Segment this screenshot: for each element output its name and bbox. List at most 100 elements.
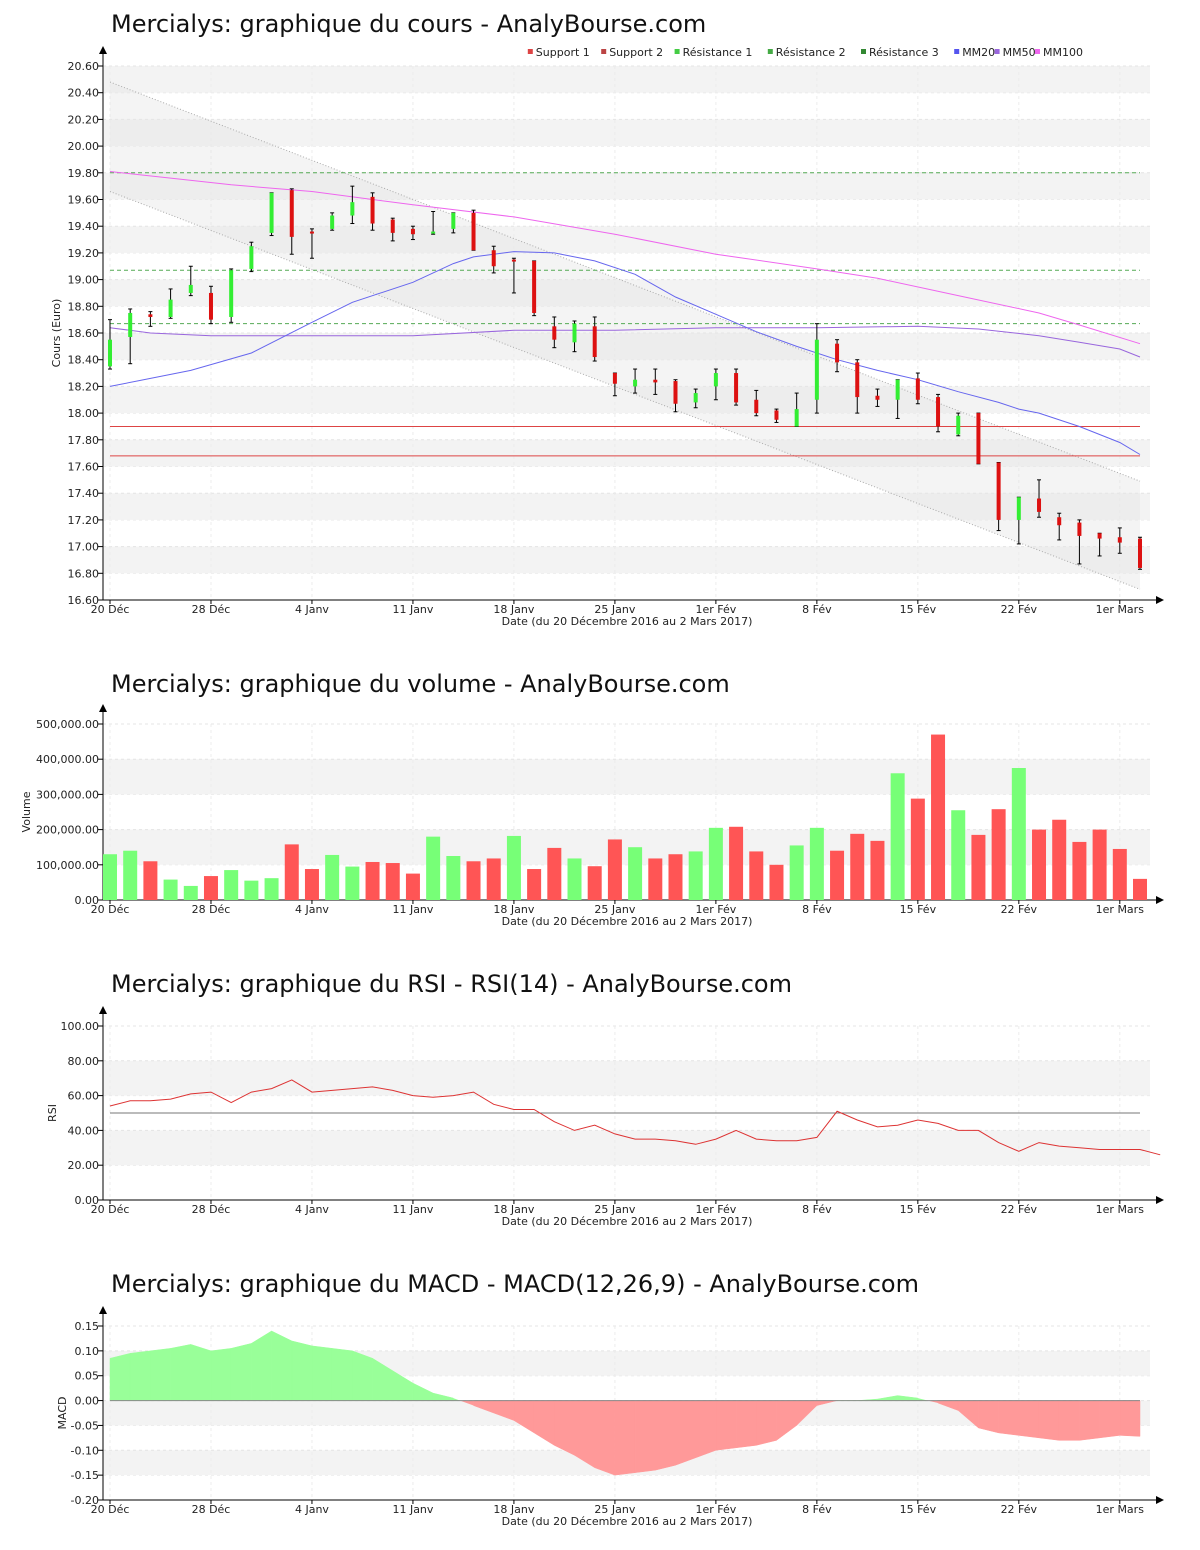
volume-bar: [103, 854, 117, 900]
x-tick-label: 11 Janv: [392, 1503, 433, 1516]
macd-area-segment: [978, 1400, 999, 1434]
x-tick-label: 8 Fév: [802, 903, 832, 916]
x-tick-label: 25 Janv: [594, 903, 635, 916]
volume-chart: 0.00 100,000.00 200,000.00 300,000.00 400,00…: [20, 704, 1164, 928]
volume-bar: [910, 798, 925, 900]
legend-label: Résistance 3: [869, 46, 939, 59]
x-tick-label: 20 Déc: [91, 1203, 130, 1216]
candle-body: [794, 409, 799, 427]
volume-bar: [1112, 848, 1127, 900]
y-tick-label: 400,000.00: [36, 753, 99, 766]
band: [103, 333, 1150, 360]
candle-body: [956, 415, 961, 435]
legend: MM100 MM50 MM20 Résistance 3 Résistance 2 Rés…: [527, 46, 1083, 59]
trend-channel: [110, 82, 1140, 590]
volume-bar: [123, 850, 138, 900]
x-tick-label: 1er Fév: [695, 1203, 736, 1216]
channel-upper-line: [109, 81, 1141, 482]
candle-body: [532, 260, 537, 313]
volume-bar: [264, 878, 279, 900]
rsi-chart-title: Mercialys: graphique du RSI - RSI(14) - …: [111, 970, 792, 998]
volume-bar: [850, 833, 865, 900]
candle-body: [633, 379, 638, 387]
y-tick-label: 80.00: [68, 1055, 100, 1068]
channel-lower-line: [109, 191, 1141, 590]
x-axis-label: Date (du 20 Décembre 2016 au 2 Mars 2017…: [502, 1515, 753, 1528]
volume-bar: [547, 847, 562, 900]
x-tick-label: 25 Janv: [594, 1503, 635, 1516]
candle-body: [713, 373, 718, 387]
x-tick-label: 11 Janv: [392, 903, 433, 916]
candle-body: [774, 410, 779, 420]
volume-bar: [183, 885, 198, 900]
volume-bar: [587, 866, 602, 900]
x-tick-label: 8 Fév: [802, 1203, 832, 1216]
candle-body: [229, 270, 234, 317]
x-tick-label: 15 Fév: [900, 903, 937, 916]
macd-area-segment: [432, 1392, 454, 1401]
volume-bar: [486, 858, 501, 900]
candle-body: [1097, 533, 1102, 539]
volume-chart-title: Mercialys: graphique du volume - AnalyBo…: [111, 670, 730, 698]
volume-bar: [567, 858, 582, 900]
volume-bar: [446, 856, 461, 900]
x-tick-label: 1er Mars: [1096, 603, 1145, 616]
x-tick-label: 1er Fév: [695, 603, 736, 616]
candle-body: [895, 379, 900, 400]
candle-body: [471, 212, 476, 251]
candle-body: [330, 215, 335, 229]
candle-body: [350, 202, 355, 216]
macd-area-segment: [533, 1400, 555, 1446]
volume-bar: [708, 827, 723, 900]
x-tick-label: 4 Janv: [295, 1503, 329, 1516]
x-tick-label: 4 Janv: [295, 603, 329, 616]
volume-bar: [365, 861, 380, 900]
candle-body: [1117, 537, 1122, 543]
candle-body: [431, 231, 436, 234]
macd-area-segment: [311, 1345, 333, 1401]
volume-bar: [506, 835, 521, 900]
x-tick-label: 20 Déc: [91, 903, 130, 916]
volume-bar: [729, 826, 744, 900]
volume-bar: [163, 879, 178, 900]
volume-bar: [1032, 829, 1047, 900]
macd-chart: -0.20 -0.15 -0.10 -0.05 0.00 0.05 0.10 0.15 20 D…: [56, 1306, 1164, 1528]
x-tick-label: 18 Janv: [493, 603, 534, 616]
volume-bar: [466, 861, 481, 900]
y-tick-label: 18.20: [68, 380, 100, 393]
x-axis-label: Date (du 20 Décembre 2016 au 2 Mars 2017…: [502, 1215, 753, 1228]
legend-swatch: [994, 49, 1000, 54]
macd-area-segment: [897, 1395, 919, 1401]
macd-area-segment: [634, 1400, 656, 1473]
y-tick-label: 19.80: [68, 167, 100, 180]
candle-body: [1037, 498, 1042, 512]
y-tick-label: 40.00: [68, 1124, 100, 1137]
volume-bar: [769, 864, 784, 900]
band: [103, 493, 1150, 520]
x-tick-label: 18 Janv: [493, 903, 534, 916]
candle-body: [612, 373, 617, 384]
y-tick-label: 19.20: [68, 247, 100, 260]
legend-swatch: [861, 49, 866, 54]
x-tick-label: 15 Fév: [900, 1203, 937, 1216]
macd-area-segment: [513, 1400, 535, 1434]
x-axis-arrow: [1156, 1196, 1164, 1204]
x-tick-label: 1er Fév: [695, 903, 736, 916]
volume-bar: [789, 845, 804, 900]
candle-body: [936, 397, 941, 427]
y-tick-label: 16.80: [68, 567, 100, 580]
volume-bar: [203, 876, 218, 900]
macd-area-segment: [655, 1400, 676, 1471]
y-tick-label: 500,000.00: [36, 718, 99, 731]
volume-bar: [628, 847, 643, 900]
macd-area-segment: [1058, 1400, 1080, 1441]
band: [103, 386, 1150, 414]
x-tick-label: 25 Janv: [594, 1203, 635, 1216]
y-tick-label: 18.40: [68, 354, 100, 367]
y-tick-label: 20.40: [68, 87, 100, 100]
mm50-line: [109, 325, 1141, 358]
volume-bar: [527, 869, 542, 900]
candle-body: [309, 231, 314, 234]
x-tick-label: 28 Déc: [192, 603, 231, 616]
x-tick-label: 22 Fév: [1001, 1503, 1038, 1516]
